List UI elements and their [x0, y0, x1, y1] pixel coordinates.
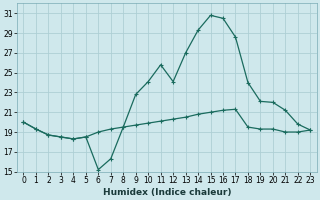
X-axis label: Humidex (Indice chaleur): Humidex (Indice chaleur)	[103, 188, 231, 197]
